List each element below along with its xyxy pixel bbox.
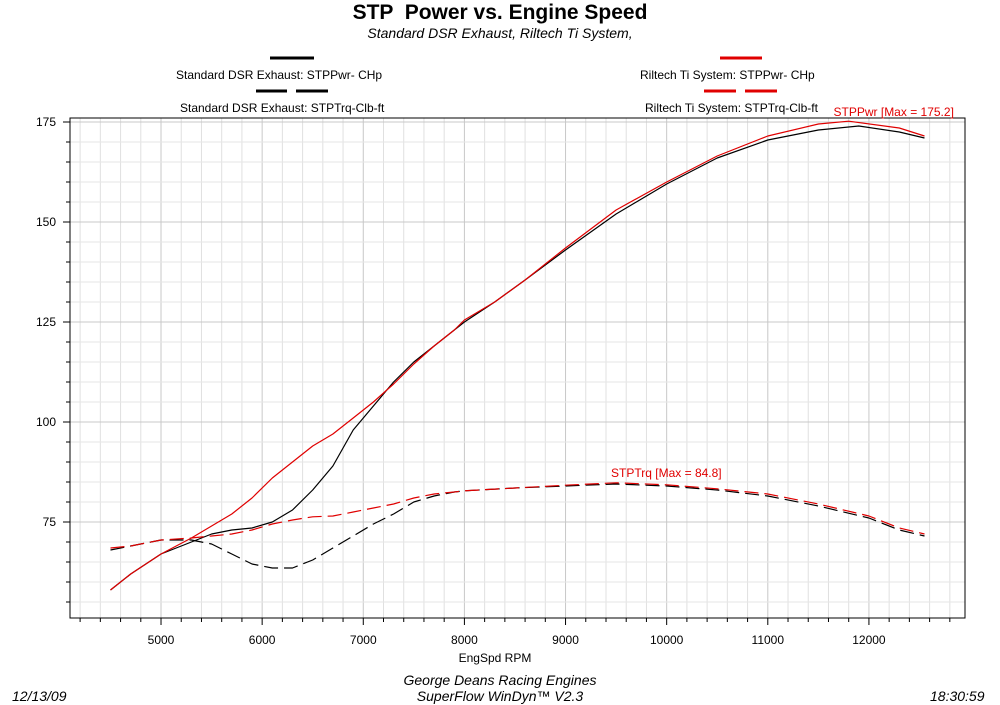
chart-title: STP Power vs. Engine Speed — [352, 1, 648, 24]
legend-label-ril-power: Riltech Ti System: STPPwr- CHp — [640, 68, 815, 82]
chart-subtitle: Standard DSR Exhaust, Riltech Ti System, — [367, 25, 633, 41]
footer-date: 12/13/09 — [12, 688, 67, 704]
x-tick-label: 12000 — [852, 633, 886, 647]
x-axis-title: EngSpd RPM — [459, 651, 532, 665]
y-tick-label: 100 — [36, 415, 56, 429]
x-tick-label: 5000 — [148, 633, 175, 647]
y-tick-label: 175 — [36, 115, 56, 129]
annotation-label-1: STPTrq [Max = 84.8] — [611, 466, 722, 480]
plot-frame — [69, 117, 966, 619]
x-tick-label: 9000 — [552, 633, 579, 647]
x-tick-label: 7000 — [350, 633, 377, 647]
annotation-label-0: STPPwr [Max = 175.2] — [834, 105, 954, 119]
legend-label-ril-torque: Riltech Ti System: STPTrq-Clb-ft — [645, 101, 818, 115]
legend-swatches — [256, 56, 777, 93]
series-line-1 — [110, 120, 925, 591]
y-tick-label: 125 — [36, 315, 56, 329]
y-tick-label: 150 — [36, 215, 56, 229]
series-line-2 — [110, 483, 925, 569]
y-tick-label: 75 — [43, 515, 57, 529]
footer-company: George Deans Racing Engines — [403, 672, 597, 688]
x-tick-label: 10000 — [650, 633, 684, 647]
series-line-3 — [110, 482, 925, 549]
x-tick-label: 8000 — [451, 633, 478, 647]
legend-label-std-torque: Standard DSR Exhaust: STPTrq-Clb-ft — [180, 101, 385, 115]
x-tick-label: 11000 — [752, 633, 785, 647]
legend-label-std-power: Standard DSR Exhaust: STPPwr- CHp — [176, 68, 383, 82]
series-line-0 — [110, 125, 925, 591]
x-tick-label: 6000 — [249, 633, 276, 647]
footer-time: 18:30:59 — [930, 688, 985, 704]
footer-software: SuperFlow WinDyn™ V2.3 — [416, 688, 584, 704]
